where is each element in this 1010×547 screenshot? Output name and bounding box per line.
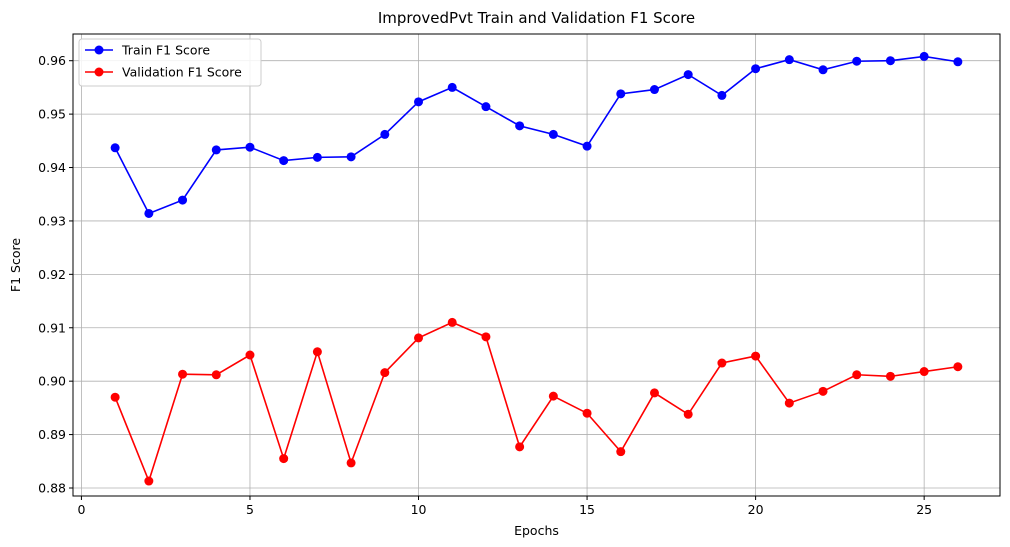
train-data-point: [481, 102, 491, 112]
validation-data-point: [245, 350, 255, 360]
train-data-point: [178, 195, 188, 205]
legend-box: [78, 38, 262, 87]
validation-data-point: [717, 358, 727, 368]
train-data-point: [818, 65, 828, 75]
validation-data-point: [582, 408, 592, 418]
grid: [73, 34, 1000, 496]
train-data-point: [852, 56, 862, 66]
validation-data-point: [885, 371, 895, 381]
x-tick-label: 20: [748, 502, 764, 517]
validation-data-point: [144, 476, 154, 486]
train-data-point: [885, 56, 895, 66]
validation-data-point: [919, 367, 929, 377]
train-data-point: [414, 97, 424, 107]
y-tick-label: 0.89: [38, 427, 66, 442]
train-data-point: [312, 152, 322, 162]
y-tick-label: 0.94: [38, 160, 66, 175]
train-data-point: [649, 85, 659, 95]
validation-data-point: [616, 447, 626, 457]
validation-data-point: [178, 369, 188, 379]
legend-validation-marker: [94, 67, 104, 77]
legend-train-marker: [94, 45, 104, 55]
legend-train-label: Train F1 Score: [121, 43, 210, 58]
x-tick-label: 10: [411, 502, 427, 517]
x-tick-label: 0: [77, 502, 85, 517]
train-data-point: [211, 145, 221, 155]
train-data-point: [380, 129, 390, 139]
x-tick-label: 15: [579, 502, 595, 517]
train-data-point: [953, 57, 963, 67]
ticks: 0 5 10 15 20 25 0.88 0.89 0.90 0.91 0.92 0.93 0.94 0.…: [38, 53, 932, 517]
y-tick-label: 0.92: [38, 267, 66, 282]
y-axis-title: F1 Score: [8, 238, 23, 292]
validation-data-point: [784, 398, 794, 408]
validation-data-point: [481, 332, 491, 342]
y-tick-label: 0.91: [38, 320, 66, 335]
validation-data-point: [110, 392, 120, 402]
validation-data-point: [548, 391, 558, 401]
y-tick-label: 0.96: [38, 53, 66, 68]
validation-data-point: [852, 370, 862, 380]
train-data-point: [279, 156, 289, 166]
validation-data-point: [447, 317, 457, 327]
train-data-point: [346, 152, 356, 162]
validation-data-point: [312, 347, 322, 357]
train-data-point: [784, 55, 794, 65]
train-data-point: [751, 64, 761, 74]
validation-data-point: [346, 458, 356, 468]
train-data-point: [919, 51, 929, 61]
train-data-point: [683, 70, 693, 80]
validation-data-point: [279, 454, 289, 464]
train-data-point: [616, 89, 626, 99]
validation-data-point: [414, 333, 424, 343]
validation-data-point: [515, 442, 525, 452]
chart-title: ImprovedPvt Train and Validation F1 Scor…: [378, 9, 695, 27]
train-data-point: [144, 208, 154, 218]
validation-data-point: [953, 362, 963, 372]
validation-data-point: [683, 409, 693, 419]
train-data-point: [717, 90, 727, 100]
train-data-point: [582, 141, 592, 151]
y-tick-label: 0.95: [38, 107, 66, 122]
legend: Train F1 Score Validation F1 Score: [78, 38, 262, 87]
x-tick-label: 25: [916, 502, 932, 517]
series-layer: [110, 51, 963, 486]
x-tick-label: 5: [246, 502, 254, 517]
validation-data-point: [211, 370, 221, 380]
validation-data-point: [818, 386, 828, 396]
x-axis-title: Epochs: [514, 523, 559, 538]
train-data-point: [245, 142, 255, 152]
validation-series-line: [114, 321, 958, 484]
train-series-line: [114, 55, 958, 215]
y-tick-label: 0.88: [38, 480, 66, 495]
validation-data-point: [380, 368, 390, 378]
y-tick-label: 0.93: [38, 213, 66, 228]
validation-data-point: [649, 388, 659, 398]
train-data-point: [548, 129, 558, 139]
legend-validation-label: Validation F1 Score: [122, 65, 242, 80]
train-data-point: [447, 82, 457, 92]
plot-frame: [72, 33, 1001, 497]
y-tick-label: 0.90: [38, 374, 66, 389]
train-data-point: [515, 121, 525, 131]
validation-data-point: [751, 351, 761, 361]
train-data-point: [110, 143, 120, 153]
